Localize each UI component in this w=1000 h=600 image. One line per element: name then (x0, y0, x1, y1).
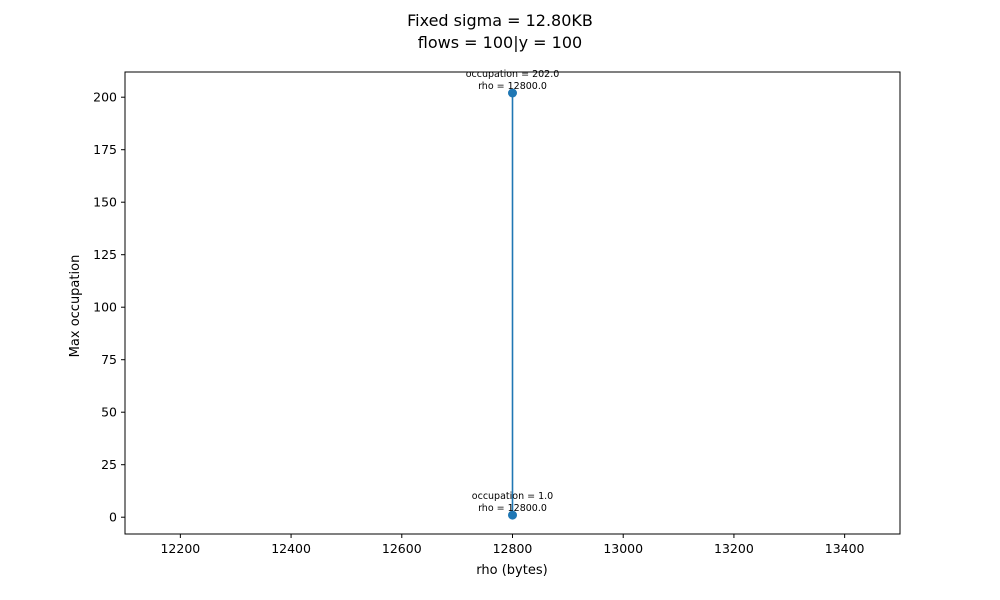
data-point (508, 88, 517, 98)
x-tick-label: 13200 (714, 541, 754, 556)
y-axis: 0 25 50 75 100 125 150 175 200 (93, 90, 125, 525)
annotation-rho: rho = 12800.0 (478, 81, 547, 92)
y-tick-label: 150 (93, 195, 117, 210)
y-tick-label: 25 (101, 457, 117, 472)
y-tick-label: 100 (93, 300, 117, 315)
y-axis-label: Max occupation (68, 255, 83, 358)
x-tick-label: 12600 (382, 541, 422, 556)
y-tick-label: 175 (93, 142, 117, 157)
annotation-occupation: occupation = 1.0 (472, 491, 553, 502)
x-axis-label: rho (bytes) (476, 563, 547, 578)
y-tick-label: 75 (101, 352, 117, 367)
x-tick-label: 12400 (271, 541, 311, 556)
y-tick-label: 50 (101, 405, 117, 420)
annotation-rho: rho = 12800.0 (478, 503, 547, 514)
annotation-occupation: occupation = 202.0 (466, 69, 560, 80)
x-axis: 12200 12400 12600 12800 13000 13200 13400 (160, 534, 865, 556)
x-tick-label: 12200 (160, 541, 200, 556)
chart-subtitle: flows = 100|y = 100 (418, 33, 582, 52)
x-tick-label: 13000 (603, 541, 643, 556)
data-point (508, 510, 517, 520)
y-tick-label: 200 (93, 90, 117, 105)
y-tick-label: 125 (93, 247, 117, 262)
y-tick-label: 0 (109, 510, 117, 525)
x-tick-label: 12800 (493, 541, 533, 556)
chart-title: Fixed sigma = 12.80KB (407, 11, 593, 30)
series-group (508, 88, 517, 520)
x-tick-label: 13400 (825, 541, 865, 556)
